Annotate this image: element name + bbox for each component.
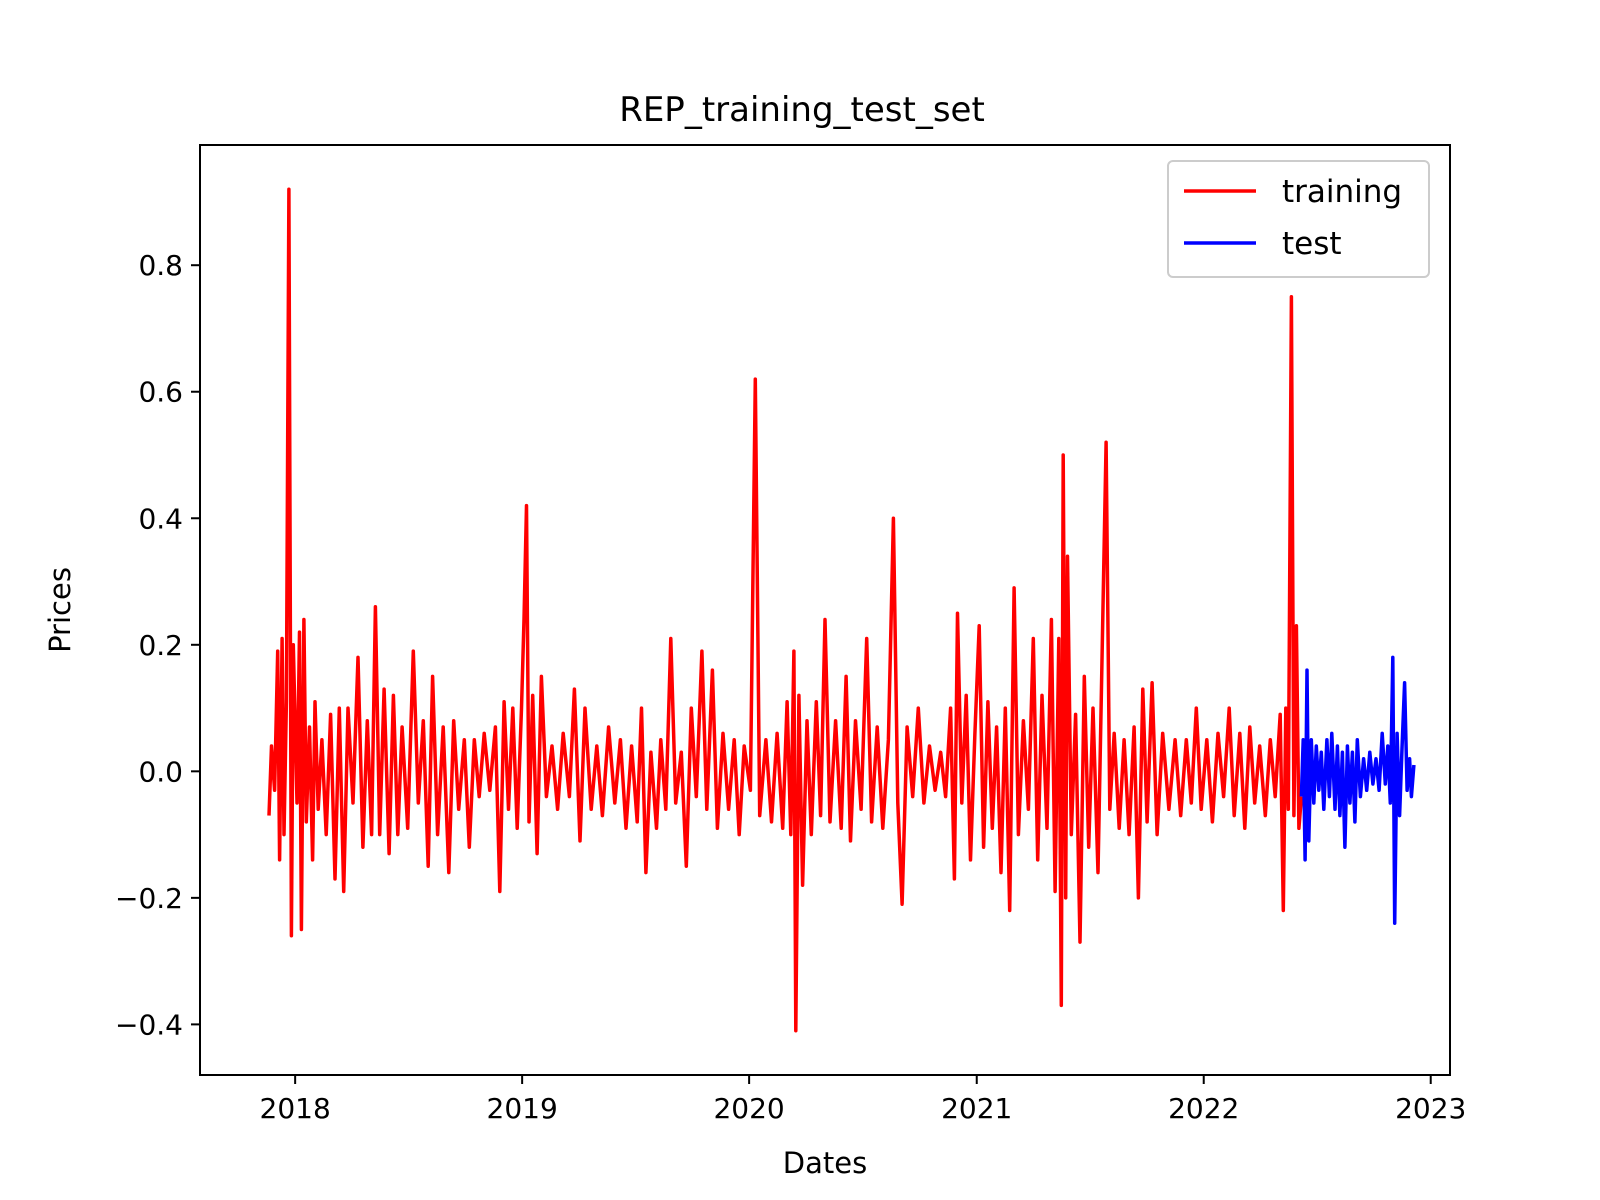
y-axis-label: Prices [43, 567, 77, 653]
series-line-training [267, 187, 1304, 1033]
x-tick-label: 2022 [1168, 1092, 1239, 1125]
x-axis: 2018 2019 2020 2021 2022 2023 [260, 1075, 1466, 1125]
x-tick-label: 2020 [713, 1092, 784, 1125]
x-tick-label: 2021 [941, 1092, 1012, 1125]
x-tick-label: 2019 [487, 1092, 558, 1125]
x-tick-label: 2018 [260, 1092, 331, 1125]
y-tick-label: 0.6 [138, 376, 183, 409]
y-tick-label: 0.4 [138, 502, 183, 535]
legend-label-test: test [1282, 226, 1342, 262]
x-axis-label: Dates [783, 1146, 867, 1180]
series-line-test [1299, 655, 1416, 925]
x-tick-label: 2023 [1395, 1092, 1466, 1125]
chart-title: REP_training_test_set [619, 90, 985, 130]
y-tick-label: −0.4 [115, 1008, 183, 1041]
y-axis: −0.4 −0.2 0.0 0.2 0.4 0.6 0.8 [115, 249, 200, 1041]
plot-frame [199, 144, 1451, 1076]
series-layer [267, 187, 1416, 1033]
y-tick-label: 0.8 [138, 249, 183, 282]
legend-label-training: training [1282, 174, 1402, 210]
y-tick-label: 0.0 [138, 755, 183, 788]
legend: training test [1167, 160, 1430, 278]
y-tick-label: −0.2 [115, 882, 183, 915]
y-tick-label: 0.2 [138, 629, 183, 662]
